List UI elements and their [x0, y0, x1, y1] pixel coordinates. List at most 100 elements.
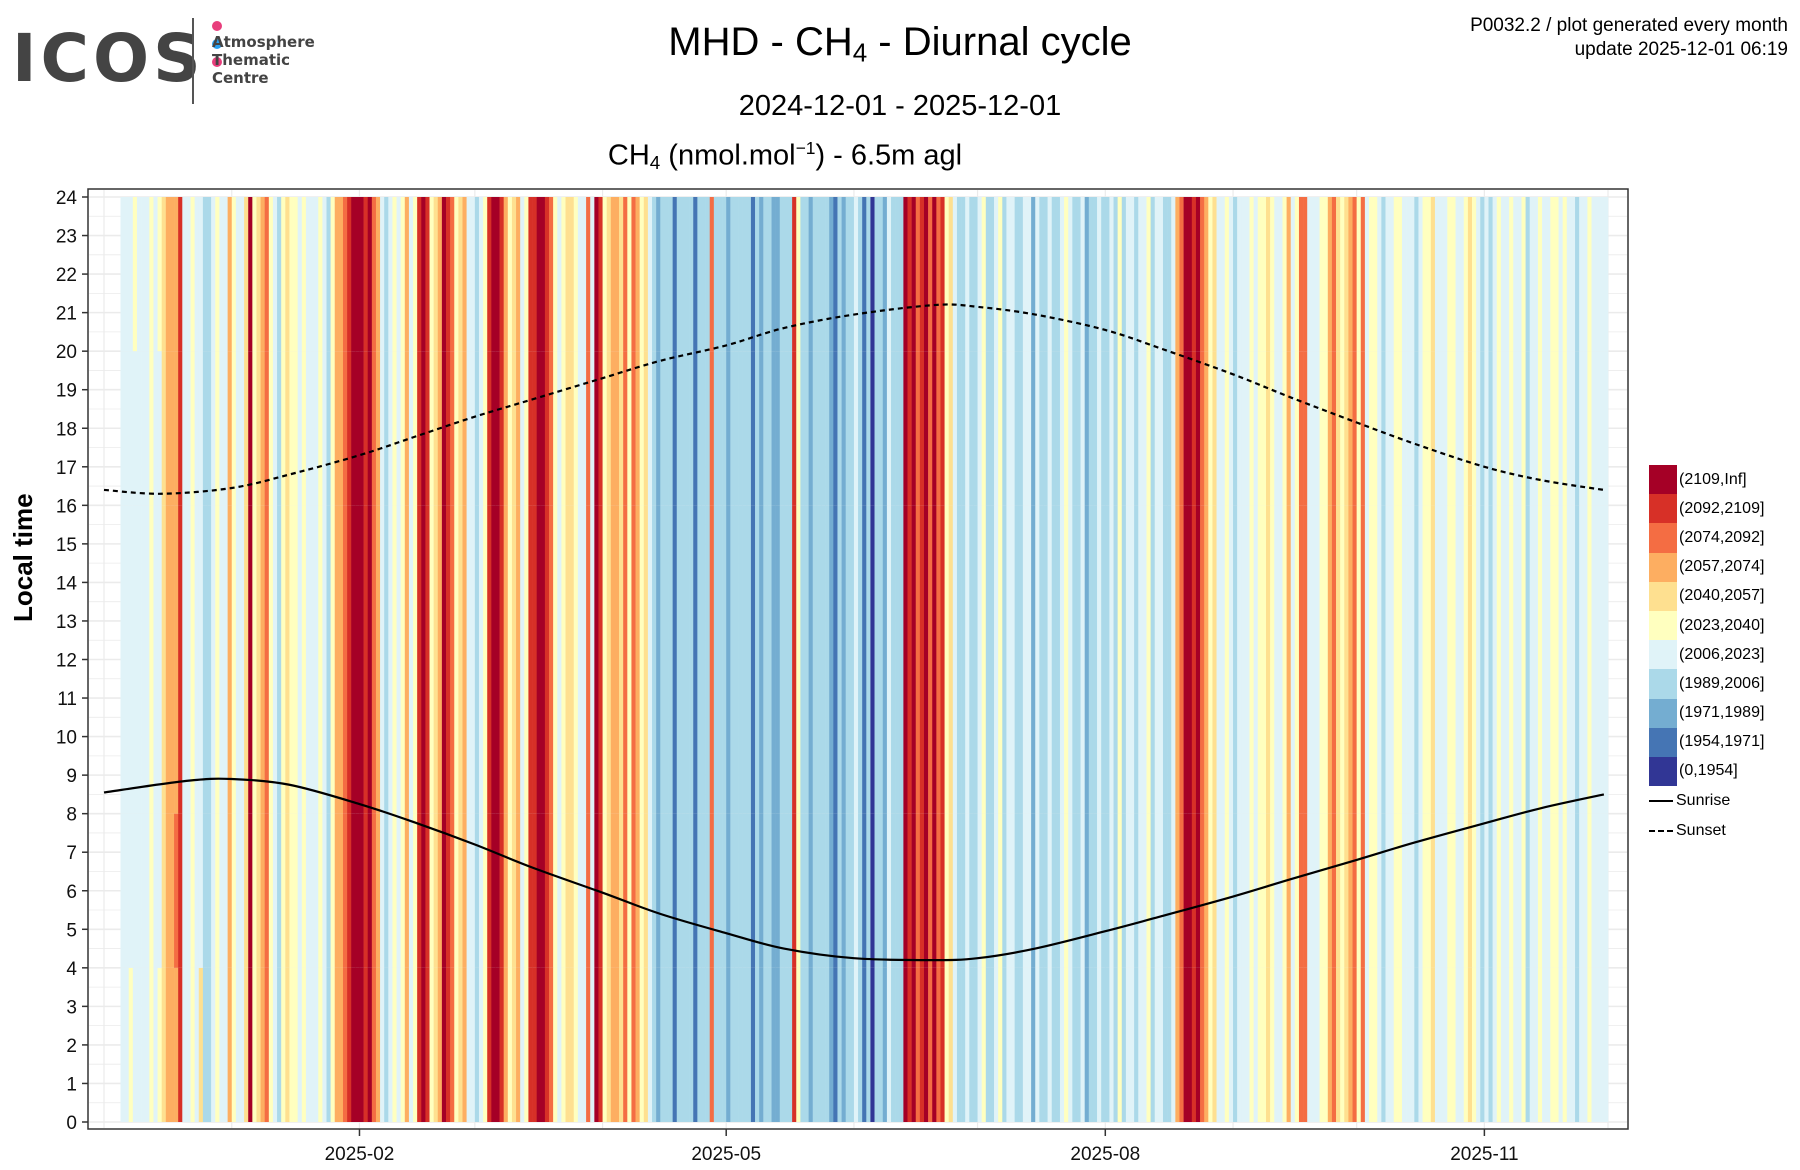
legend-label: (2092,2109] [1679, 499, 1765, 517]
heatmap-cell [1187, 813, 1193, 968]
heatmap-cell [1294, 967, 1300, 1122]
heatmap-cell [796, 659, 801, 814]
heatmap-cell [227, 351, 233, 506]
heatmap-cell [639, 505, 645, 660]
heatmap-cell [289, 505, 294, 660]
legend-label: (2006,2023] [1679, 645, 1765, 663]
heatmap-cell [631, 505, 636, 660]
heatmap-cell [1319, 659, 1324, 814]
heatmap-cell [487, 505, 492, 660]
heatmap-cell [297, 351, 303, 506]
heatmap-cell [136, 197, 142, 352]
heatmap-cell [392, 197, 397, 352]
heatmap-cell [1113, 197, 1118, 352]
heatmap-cell [120, 659, 125, 814]
heatmap-cell [1109, 351, 1114, 506]
heatmap-cell [730, 505, 735, 660]
heatmap-cell [1125, 351, 1131, 506]
heatmap-cell [1472, 351, 1477, 506]
heatmap-cell [1546, 351, 1551, 506]
heatmap-cell [853, 813, 859, 968]
heatmap-cell [866, 351, 871, 506]
heatmap-cell [207, 505, 212, 660]
heatmap-cell [277, 505, 282, 660]
legend-swatch [1649, 581, 1677, 611]
heatmap-cell [602, 505, 608, 660]
heatmap-cell [1130, 967, 1135, 1122]
heatmap-cell [211, 505, 216, 660]
heatmap-cell [1146, 505, 1151, 660]
legend-item: (2023,2040] [1649, 610, 1764, 641]
heatmap-cell [561, 813, 566, 968]
heatmap-cell [1216, 197, 1221, 352]
heatmap-cell [590, 967, 595, 1122]
heatmap-cell [1101, 351, 1106, 506]
heatmap-cell [1204, 813, 1209, 968]
heatmap-cell [820, 967, 826, 1122]
heatmap-cell [685, 967, 690, 1122]
heatmap-cell [734, 505, 739, 660]
heatmap-cell [487, 351, 492, 506]
heatmap-cell [351, 967, 356, 1122]
heatmap-cell [1076, 659, 1081, 814]
heatmap-cell [1377, 813, 1382, 968]
heatmap-cell [586, 505, 591, 660]
heatmap-cell [961, 967, 966, 1122]
heatmap-cell [610, 505, 616, 660]
heatmap-cell [891, 197, 896, 352]
heatmap-cell [936, 197, 941, 352]
heatmap-cell [1603, 505, 1609, 660]
heatmap-cell [1352, 967, 1357, 1122]
heatmap-cell [454, 967, 459, 1122]
heatmap-cell [536, 351, 542, 506]
heatmap-cell [1521, 659, 1526, 814]
heatmap-cell [746, 813, 752, 968]
heatmap-cell [425, 813, 430, 968]
heatmap-cell [544, 351, 550, 506]
heatmap-cell [1097, 505, 1102, 660]
legend-item: (2109,Inf] [1649, 465, 1764, 495]
heatmap-cell [174, 351, 179, 506]
heatmap-cell [145, 197, 150, 352]
heatmap-cell [503, 505, 509, 660]
heatmap-cell [994, 659, 999, 814]
heatmap-cell [207, 659, 212, 814]
heatmap-cell [1014, 197, 1020, 352]
heatmap-cell [668, 197, 673, 352]
heatmap-cell [1105, 505, 1110, 660]
heatmap-cell [549, 197, 554, 352]
heatmap-cell [1443, 197, 1448, 352]
heatmap-cell [919, 505, 925, 660]
heatmap-cell [1562, 197, 1568, 352]
heatmap-cell [1410, 659, 1415, 814]
heatmap-cell [614, 813, 620, 968]
heatmap-cell [495, 505, 500, 660]
heatmap-cell [544, 197, 550, 352]
heatmap-cell [606, 197, 612, 352]
heatmap-cell [1270, 351, 1275, 506]
heatmap-cell [1418, 659, 1423, 814]
heatmap-cell [244, 197, 249, 352]
heatmap-cell [1278, 967, 1283, 1122]
heatmap-cell [1130, 505, 1135, 660]
heatmap-cell [1171, 351, 1176, 506]
heatmap-cell [524, 197, 529, 352]
heatmap-cell [812, 967, 818, 1122]
heatmap-cell [660, 351, 665, 506]
heatmap-cell [1014, 813, 1020, 968]
heatmap-cell [1018, 505, 1024, 660]
heatmap-cell [928, 659, 933, 814]
heatmap-cell [1187, 659, 1193, 814]
heatmap-cell [1154, 505, 1160, 660]
heatmap-cell [342, 813, 348, 968]
heatmap-cell [1113, 505, 1118, 660]
heatmap-cell [1224, 967, 1230, 1122]
heatmap-cell [1570, 351, 1576, 506]
heatmap-cell [429, 351, 434, 506]
heatmap-cell [1500, 351, 1506, 506]
heatmap-cell [1509, 197, 1514, 352]
heatmap-cell [1018, 659, 1024, 814]
heatmap-cell [503, 659, 509, 814]
heatmap-cell [322, 967, 327, 1122]
heatmap-cell [1492, 197, 1498, 352]
